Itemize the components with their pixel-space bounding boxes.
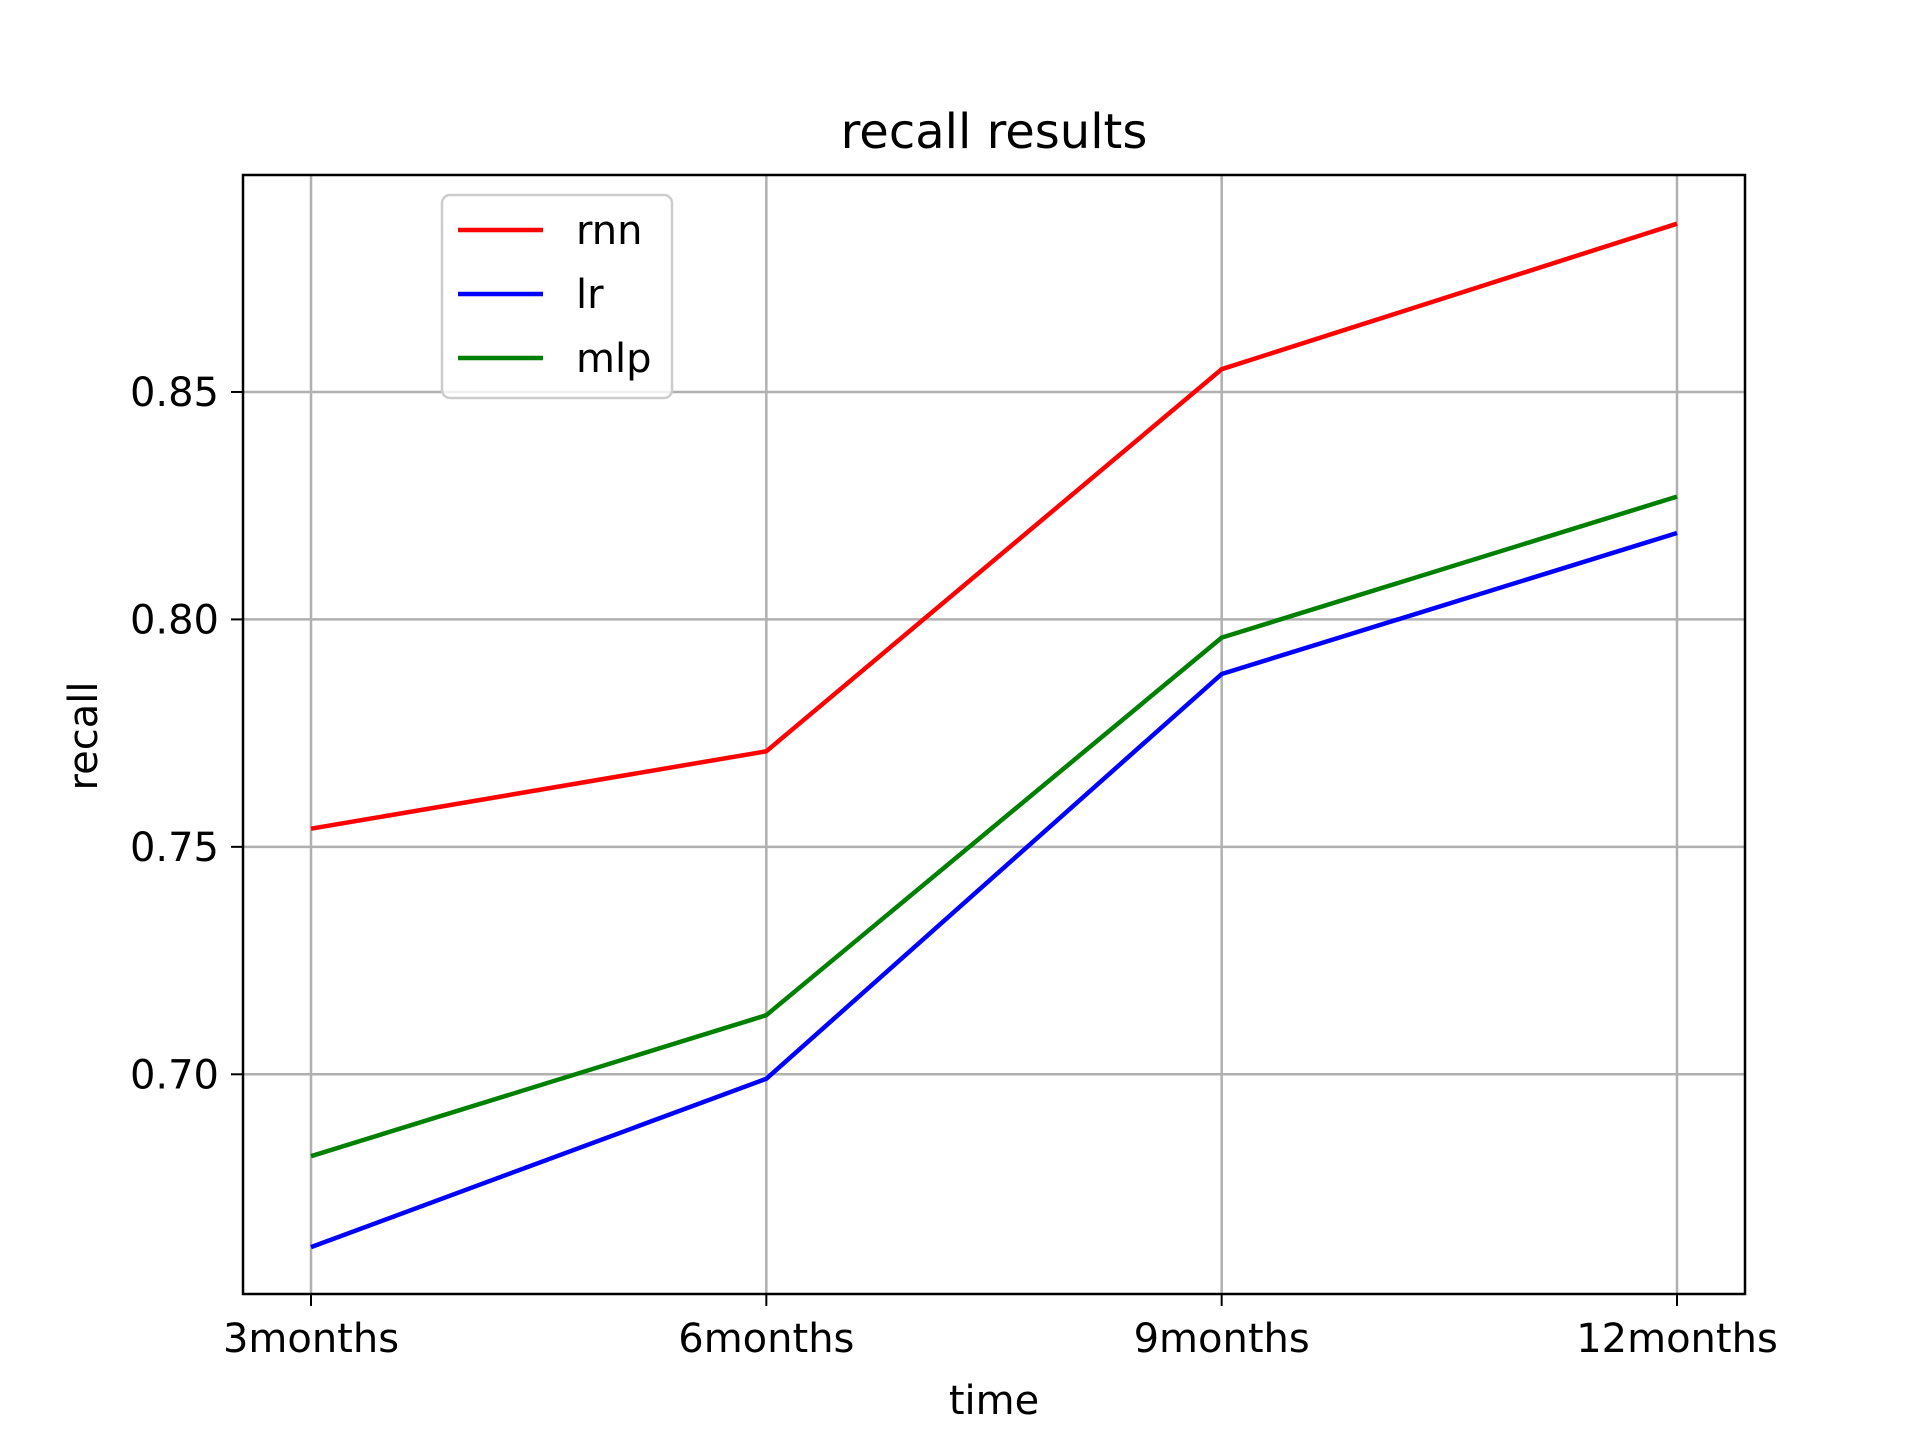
- y-tick-label: 0.80: [130, 597, 219, 643]
- series-line-mlp: [310, 494, 1678, 1159]
- x-tick-label: 12months: [1576, 1316, 1778, 1362]
- ticks: 3months 6months 9months 12months 0.70 0.75 0.8…: [130, 370, 1778, 1362]
- legend-label-lr: lr: [576, 272, 604, 318]
- x-axis-label: time: [949, 1378, 1039, 1424]
- legend-box: [440, 193, 674, 400]
- series-line-lr: [310, 530, 1678, 1250]
- y-tick-label: 0.75: [130, 825, 219, 871]
- legend-label-mlp: mlp: [576, 336, 651, 382]
- y-tick-label: 0.70: [130, 1052, 219, 1098]
- series-layer: [310, 221, 1678, 1250]
- chart-title: recall results: [841, 104, 1148, 160]
- y-axis-label: recall: [61, 682, 107, 791]
- y-tick-label: 0.85: [130, 370, 219, 416]
- legend: rnn lr mlp: [440, 193, 674, 400]
- plot-frame: [241, 173, 1747, 1296]
- legend-label-rnn: rnn: [576, 208, 642, 254]
- grid: [243, 175, 1745, 1294]
- x-tick-label: 9months: [1134, 1316, 1310, 1362]
- x-tick-label: 3months: [223, 1316, 399, 1362]
- series-line-rnn: [310, 221, 1678, 831]
- x-tick-label: 6months: [678, 1316, 854, 1362]
